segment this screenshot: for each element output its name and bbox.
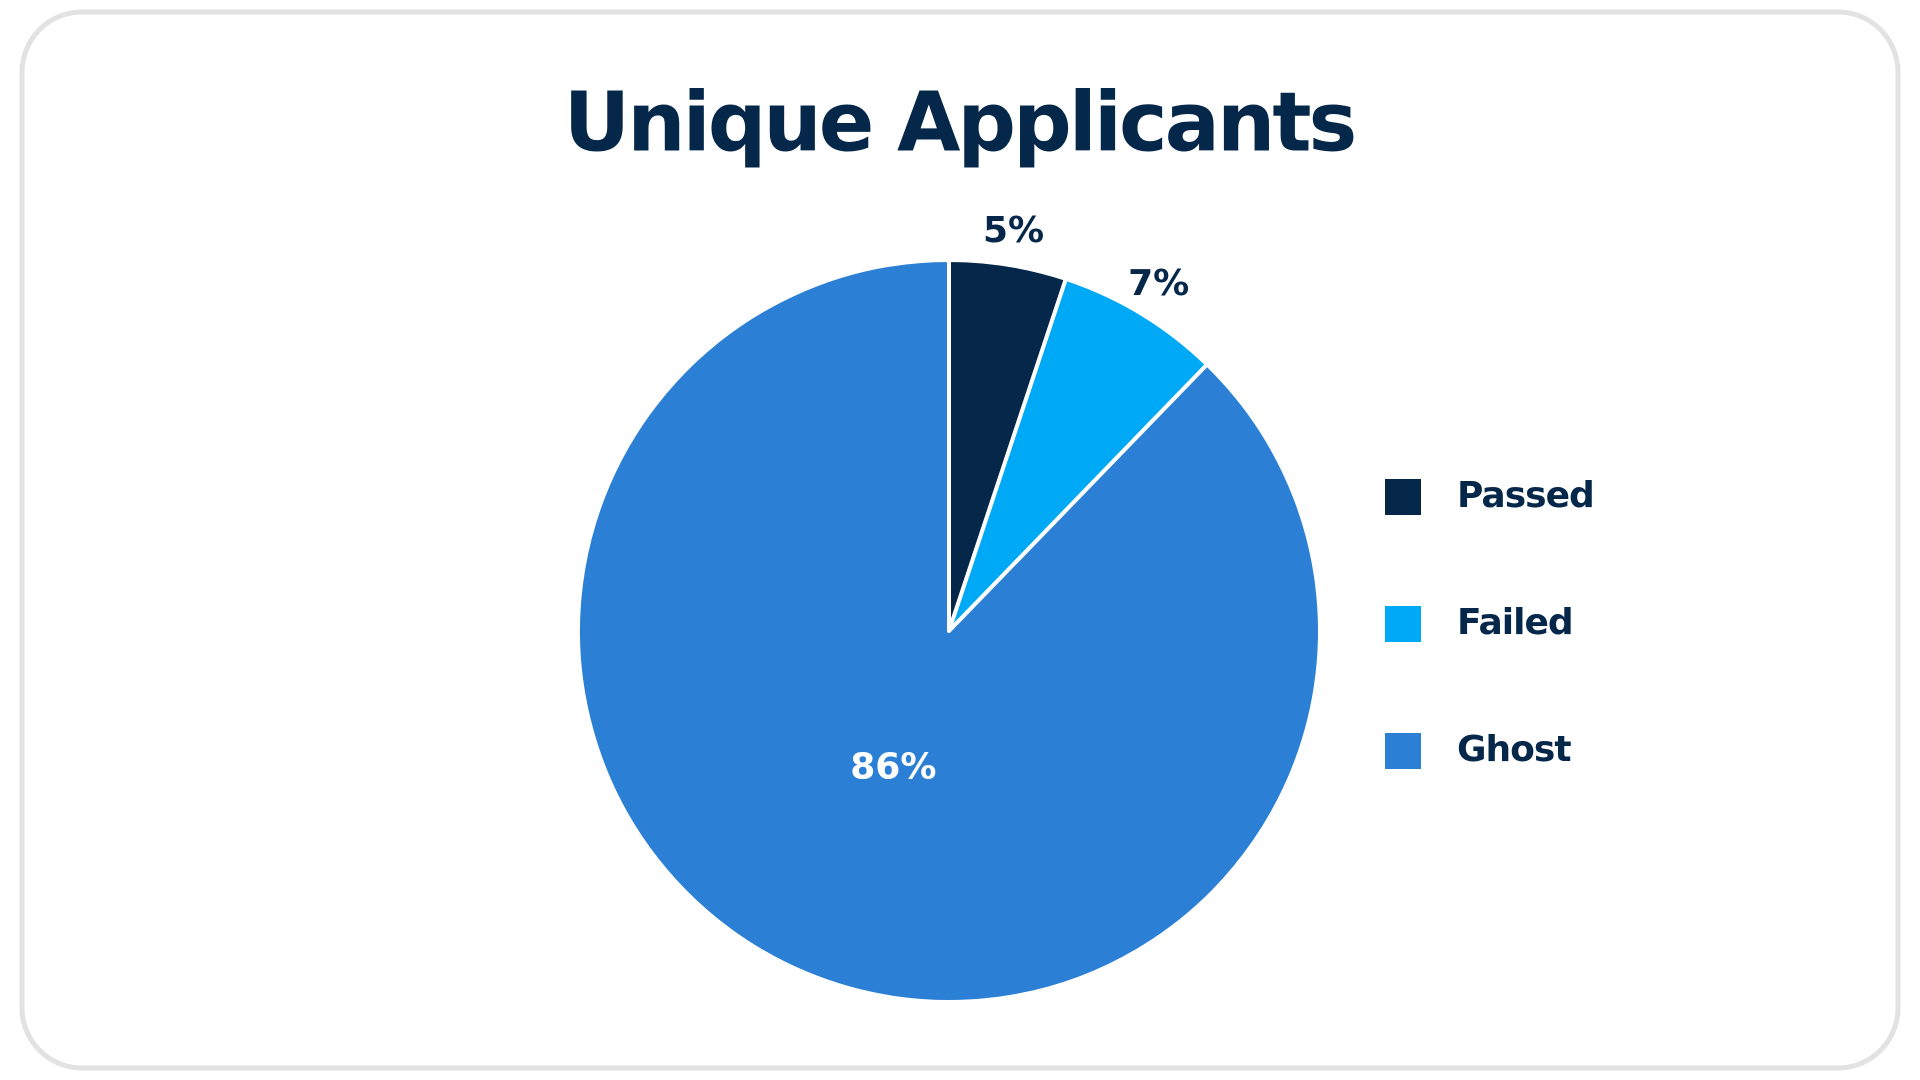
pie-slice — [576, 258, 1322, 1004]
data-label: 86% — [850, 747, 936, 788]
data-label: 7% — [1128, 263, 1189, 304]
data-label: 5% — [983, 210, 1044, 251]
chart-title: Unique Applicants — [564, 75, 1355, 170]
legend-label: Ghost — [1457, 729, 1571, 770]
pie-slice — [947, 276, 1210, 633]
legend-swatch — [1385, 733, 1421, 769]
legend-label: Failed — [1457, 602, 1573, 643]
legend-label: Passed — [1457, 475, 1594, 516]
legend-swatch — [1385, 606, 1421, 642]
legend-swatch — [1385, 479, 1421, 515]
